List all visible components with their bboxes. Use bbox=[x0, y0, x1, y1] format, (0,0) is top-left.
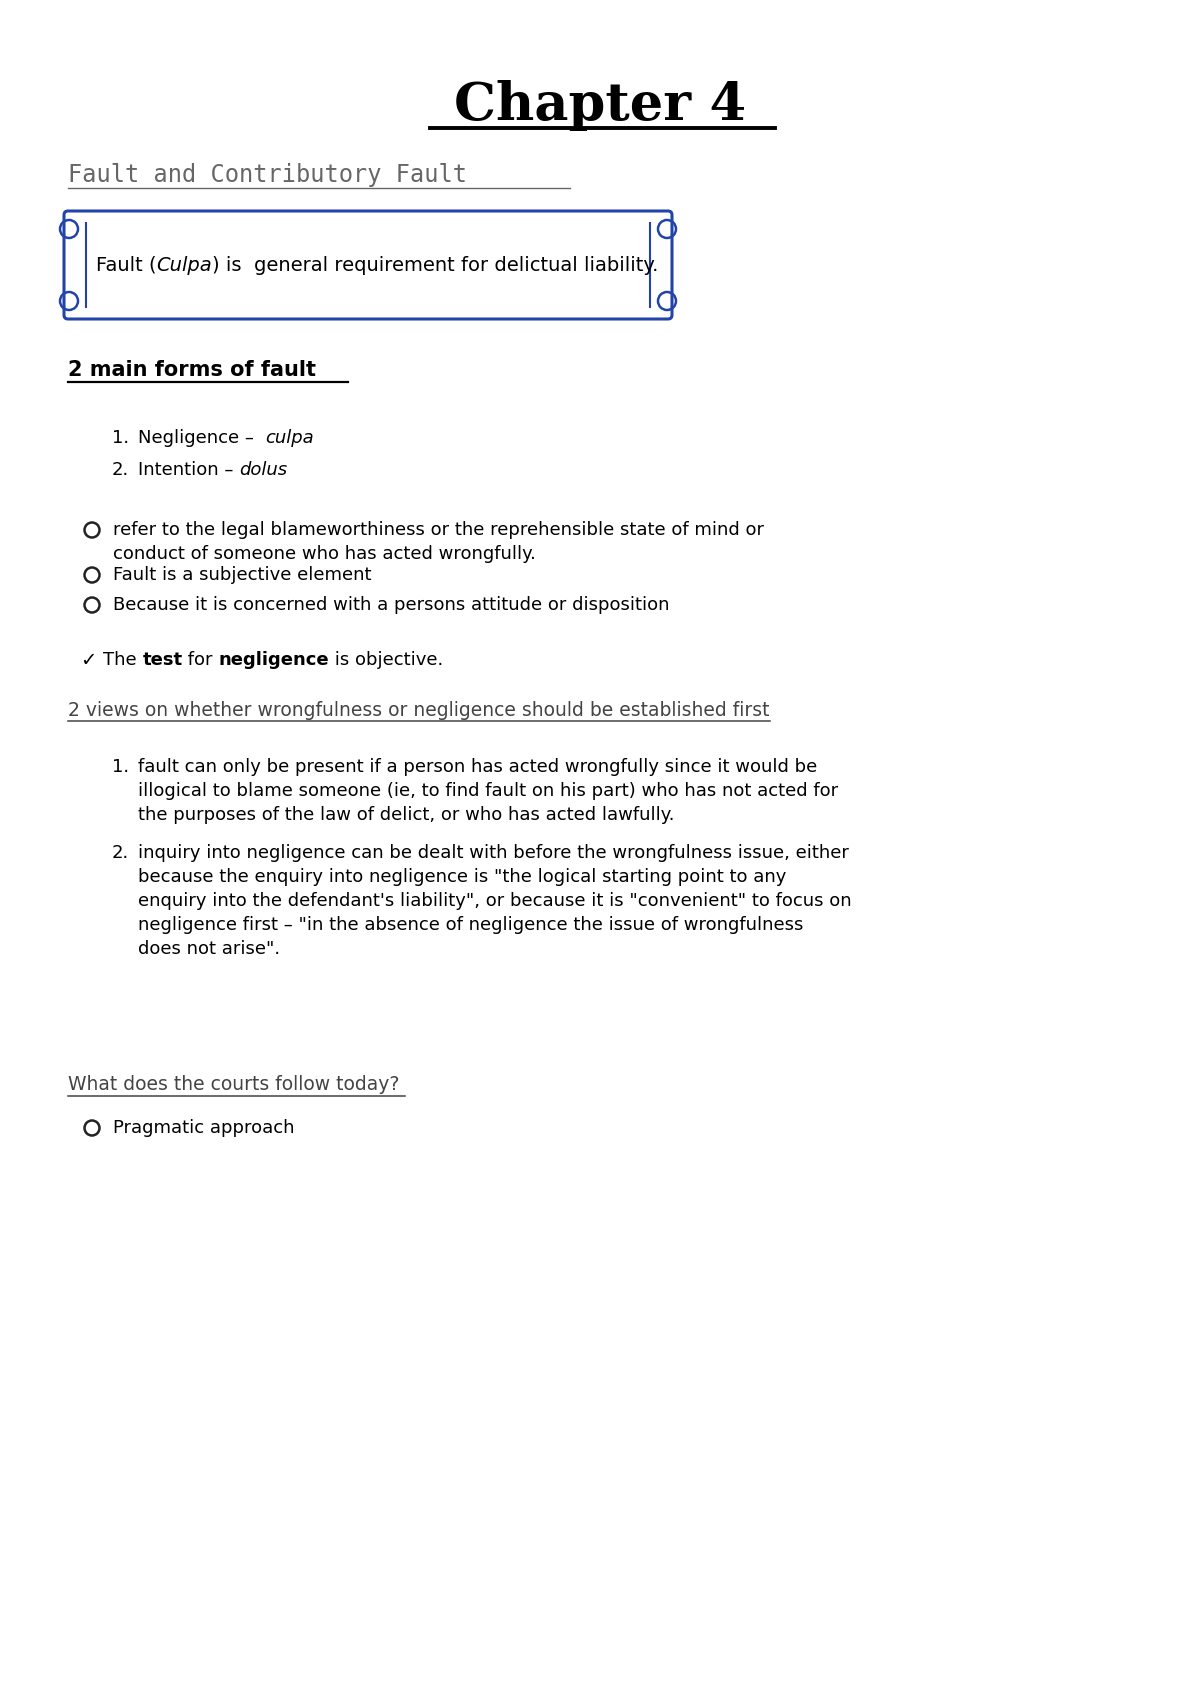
Text: does not arise".: does not arise". bbox=[138, 941, 280, 958]
Text: illogical to blame someone (ie, to find fault on his part) who has not acted for: illogical to blame someone (ie, to find … bbox=[138, 783, 838, 800]
Text: 2 views on whether wrongfulness or negligence should be established first: 2 views on whether wrongfulness or negli… bbox=[68, 701, 769, 720]
Text: because the enquiry into negligence is "the logical starting point to any: because the enquiry into negligence is "… bbox=[138, 868, 786, 886]
Text: negligence first – "in the absence of negligence the issue of wrongfulness: negligence first – "in the absence of ne… bbox=[138, 915, 803, 934]
Text: ✓: ✓ bbox=[80, 650, 96, 669]
Text: What does the courts follow today?: What does the courts follow today? bbox=[68, 1075, 406, 1095]
Text: Fault and Contributory Fault: Fault and Contributory Fault bbox=[68, 163, 481, 187]
Text: Culpa: Culpa bbox=[156, 255, 212, 275]
FancyBboxPatch shape bbox=[64, 211, 672, 319]
Text: ) is  general requirement for delictual liability.: ) is general requirement for delictual l… bbox=[212, 255, 659, 275]
Text: negligence: negligence bbox=[218, 650, 329, 669]
Text: refer to the legal blameworthiness or the reprehensible state of mind or: refer to the legal blameworthiness or th… bbox=[113, 521, 764, 538]
Text: culpa: culpa bbox=[265, 430, 314, 447]
Text: 1.: 1. bbox=[112, 430, 130, 447]
Text: 2.: 2. bbox=[112, 460, 130, 479]
Text: The: The bbox=[103, 650, 143, 669]
Text: Pragmatic approach: Pragmatic approach bbox=[113, 1119, 294, 1138]
Text: Negligence –: Negligence – bbox=[138, 430, 265, 447]
Text: Fault (: Fault ( bbox=[96, 255, 156, 275]
Text: 2 views on whether wrongfulness or negligence should be established first: 2 views on whether wrongfulness or negli… bbox=[68, 1501, 769, 1520]
Text: for: for bbox=[182, 650, 218, 669]
Text: 1.: 1. bbox=[112, 757, 130, 776]
Text: 2.: 2. bbox=[112, 844, 130, 863]
Text: fault can only be present if a person has acted wrongfully since it would be: fault can only be present if a person ha… bbox=[138, 757, 817, 776]
Text: is objective.: is objective. bbox=[329, 650, 444, 669]
Text: Fault is a subjective element: Fault is a subjective element bbox=[113, 565, 372, 584]
Text: dolus: dolus bbox=[239, 460, 287, 479]
Text: test: test bbox=[143, 650, 182, 669]
Text: Chapter 4: Chapter 4 bbox=[454, 80, 746, 131]
Text: the purposes of the law of delict, or who has acted lawfully.: the purposes of the law of delict, or wh… bbox=[138, 807, 674, 824]
Text: conduct of someone who has acted wrongfully.: conduct of someone who has acted wrongfu… bbox=[113, 545, 536, 564]
Text: Because it is concerned with a persons attitude or disposition: Because it is concerned with a persons a… bbox=[113, 596, 670, 615]
Text: Intention –: Intention – bbox=[138, 460, 239, 479]
Text: 2 main forms of fault: 2 main forms of fault bbox=[68, 360, 316, 380]
Text: inquiry into negligence can be dealt with before the wrongfulness issue, either: inquiry into negligence can be dealt wit… bbox=[138, 844, 848, 863]
Text: enquiry into the defendant's liability", or because it is "convenient" to focus : enquiry into the defendant's liability",… bbox=[138, 891, 852, 910]
